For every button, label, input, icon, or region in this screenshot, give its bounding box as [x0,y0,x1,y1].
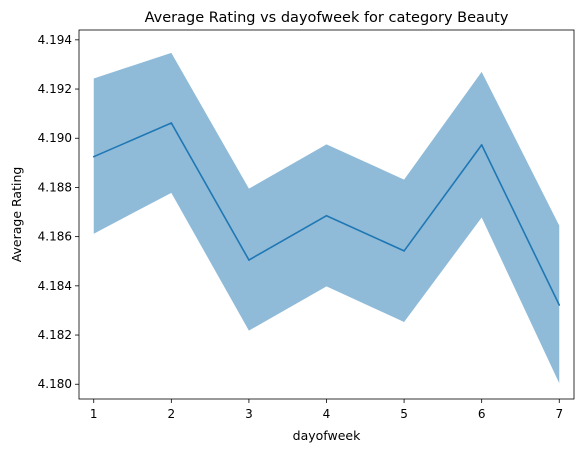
y-tick-label: 4.190 [38,131,72,145]
chart-title: Average Rating vs dayofweek for category… [145,10,509,26]
x-tick-label: 6 [478,407,486,421]
x-axis-label: dayofweek [293,428,361,443]
plot-frame [78,29,575,400]
axis-ticks: 1 2 3 4 5 6 7 4.180 4.182 4.184 4.186 4.188 4.190 4.1… [38,33,563,421]
data-point [403,250,405,252]
x-tick-label: 7 [555,407,563,421]
y-tick-label: 4.194 [38,33,72,47]
data-point [170,122,173,124]
y-tick-label: 4.184 [38,279,72,293]
confidence-band [93,52,560,384]
y-tick-label: 4.188 [38,180,72,194]
data-point [558,304,561,306]
y-axis-label: Average Rating [9,167,24,263]
y-tick-label: 4.192 [38,82,72,96]
data-point [325,214,328,217]
x-tick-label: 2 [168,407,176,421]
y-tick-label: 4.186 [38,230,72,244]
y-tick-label: 4.182 [38,328,72,342]
plot-area [92,52,561,384]
data-point [92,155,95,158]
x-tick-label: 3 [245,407,253,421]
x-tick-label: 4 [323,407,331,421]
y-tick-label: 4.180 [38,377,72,391]
data-point [480,144,483,146]
data-point [248,259,250,261]
x-tick-label: 1 [90,407,98,421]
x-tick-label: 5 [400,407,408,421]
